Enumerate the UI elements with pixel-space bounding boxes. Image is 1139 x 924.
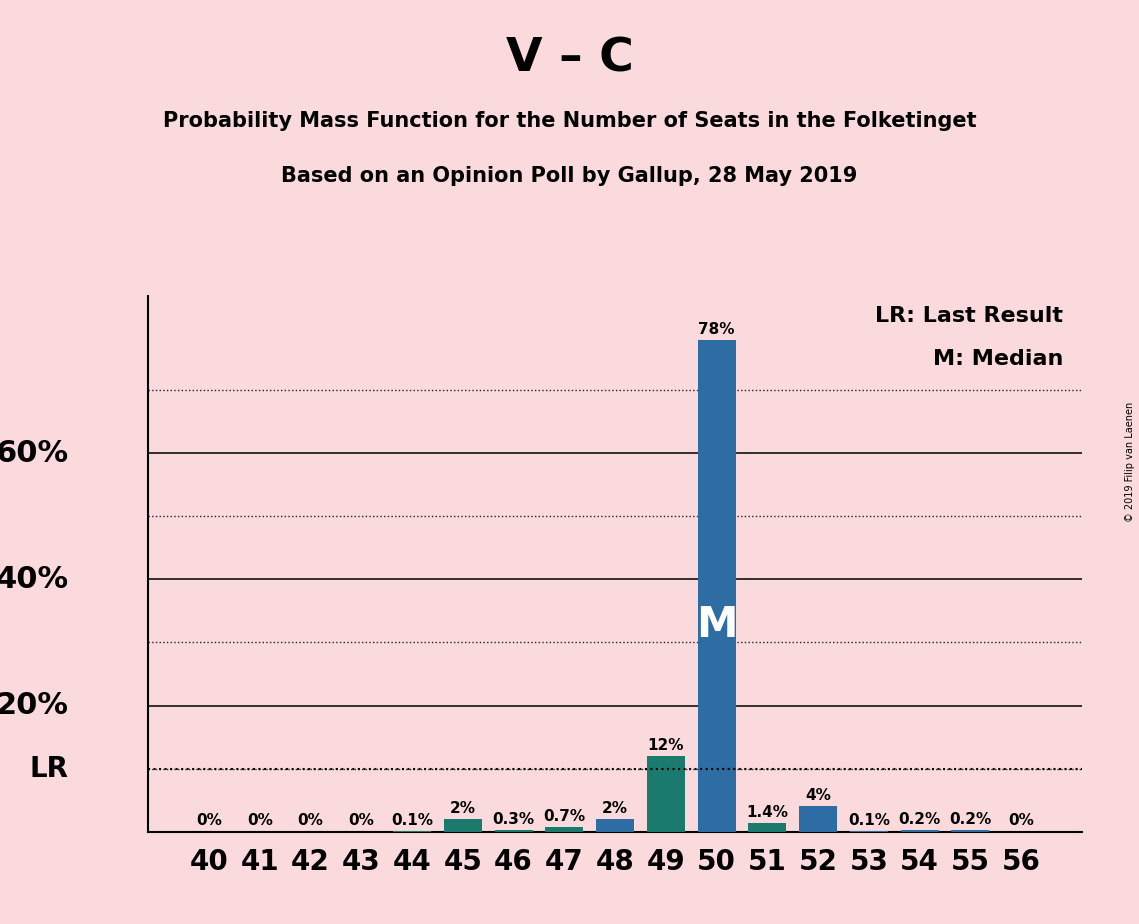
Bar xyxy=(697,340,736,832)
Text: 78%: 78% xyxy=(698,322,735,336)
Text: 0%: 0% xyxy=(247,813,272,829)
Text: 4%: 4% xyxy=(805,788,831,803)
Text: 0.7%: 0.7% xyxy=(543,809,585,824)
Text: LR: Last Result: LR: Last Result xyxy=(876,307,1064,326)
Text: 0%: 0% xyxy=(196,813,222,829)
Text: 0%: 0% xyxy=(349,813,375,829)
Text: 0%: 0% xyxy=(297,813,323,829)
Text: 1.4%: 1.4% xyxy=(746,805,788,820)
Bar xyxy=(444,819,482,832)
Text: 20%: 20% xyxy=(0,691,68,720)
Text: 2%: 2% xyxy=(603,801,628,816)
Text: Probability Mass Function for the Number of Seats in the Folketinget: Probability Mass Function for the Number… xyxy=(163,111,976,131)
Text: 2%: 2% xyxy=(450,801,476,816)
Text: V – C: V – C xyxy=(506,37,633,82)
Text: 0.2%: 0.2% xyxy=(899,812,941,827)
Bar xyxy=(494,830,533,832)
Text: 12%: 12% xyxy=(648,737,685,753)
Bar xyxy=(647,756,685,832)
Text: 0.1%: 0.1% xyxy=(847,813,890,828)
Text: LR: LR xyxy=(30,755,68,783)
Text: Based on an Opinion Poll by Gallup, 28 May 2019: Based on an Opinion Poll by Gallup, 28 M… xyxy=(281,166,858,187)
Text: M: M xyxy=(696,604,737,646)
Bar xyxy=(901,831,939,832)
Bar xyxy=(546,827,583,832)
Text: 60%: 60% xyxy=(0,439,68,468)
Text: © 2019 Filip van Laenen: © 2019 Filip van Laenen xyxy=(1125,402,1134,522)
Bar xyxy=(951,831,990,832)
Text: 0.1%: 0.1% xyxy=(391,813,433,828)
Text: 40%: 40% xyxy=(0,565,68,594)
Text: M: Median: M: Median xyxy=(933,349,1064,370)
Text: 0.2%: 0.2% xyxy=(949,812,992,827)
Text: 0.3%: 0.3% xyxy=(492,811,534,827)
Bar xyxy=(800,807,837,832)
Text: 0%: 0% xyxy=(1008,813,1034,829)
Bar xyxy=(748,822,786,832)
Bar xyxy=(596,819,634,832)
